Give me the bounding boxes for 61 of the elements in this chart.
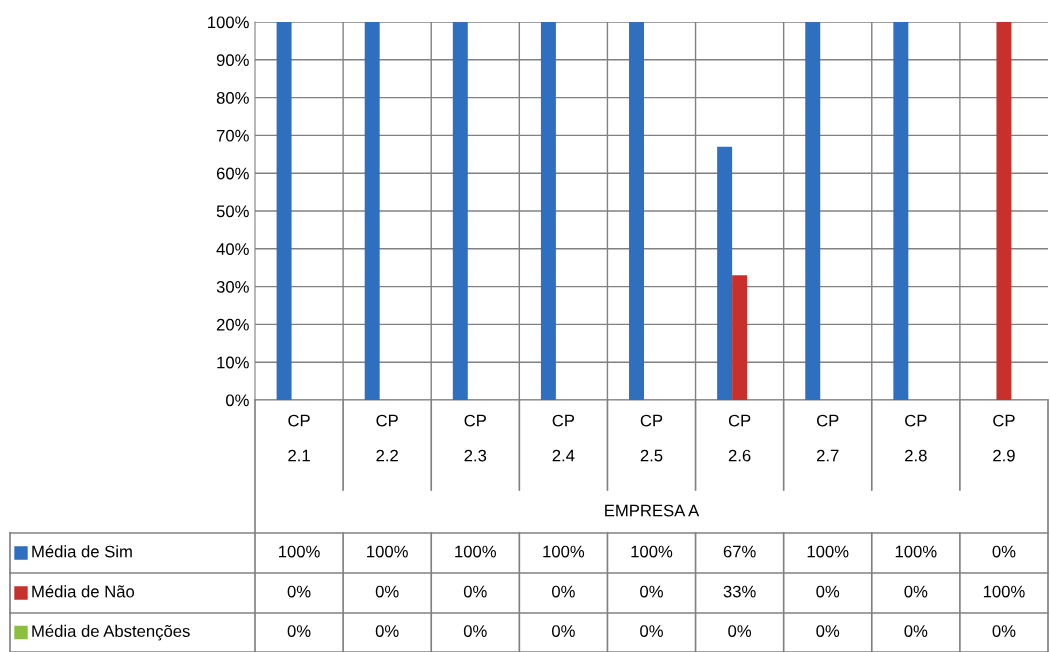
bar <box>893 22 909 400</box>
data-label: 0% <box>463 585 487 598</box>
data-label: 0% <box>904 585 928 598</box>
y-tick-label: 50% <box>216 205 249 218</box>
data-label: 0% <box>992 625 1016 637</box>
data-label: 0% <box>463 625 487 637</box>
category-label: CP 2.7 <box>816 414 839 462</box>
data-label: 0% <box>728 625 752 637</box>
category-label: CP 2.9 <box>993 414 1015 462</box>
data-label: 33% <box>723 585 756 598</box>
data-label: 0% <box>640 625 663 637</box>
bar <box>629 22 645 400</box>
y-tick-label: 60% <box>216 167 249 180</box>
data-label: 0% <box>287 585 311 598</box>
bar <box>364 22 380 400</box>
category-label: CP 2.5 <box>640 414 663 462</box>
data-label: 100% <box>631 545 673 558</box>
category-label: CP 2.8 <box>905 414 927 462</box>
data-label: 100% <box>807 545 849 558</box>
category-label: CP 2.1 <box>288 414 310 462</box>
text: EMPRESA A <box>605 504 700 517</box>
y-tick-label: 100% <box>208 16 249 29</box>
data-label: 100% <box>895 545 937 558</box>
category-label: CP 2.6 <box>728 414 751 462</box>
bar <box>717 146 733 400</box>
data-label: 100% <box>455 545 496 558</box>
y-tick-label: 30% <box>216 281 249 293</box>
data-label: 0% <box>992 545 1016 558</box>
bar <box>732 275 748 400</box>
legend-label: Média de Abstenções <box>32 624 190 641</box>
data-label: 0% <box>552 625 575 637</box>
bar <box>540 22 556 400</box>
data-label: 0% <box>640 585 663 598</box>
y-tick-label: 10% <box>217 356 249 369</box>
y-tick-label: 0% <box>226 394 249 407</box>
category-label: CP 2.4 <box>552 414 575 462</box>
data-label: 67% <box>723 545 756 558</box>
data-label: 100% <box>279 545 320 558</box>
legend-label: Média de Sim <box>32 545 132 558</box>
bar <box>276 22 292 400</box>
data-label: 0% <box>287 625 311 637</box>
bar <box>996 22 1012 400</box>
data-label: 100% <box>367 545 408 558</box>
bar <box>805 22 821 400</box>
bar <box>452 22 468 400</box>
data-label: 0% <box>375 585 399 598</box>
data-label: 0% <box>816 625 840 637</box>
data-label: 100% <box>983 585 1025 598</box>
y-tick-label: 40% <box>216 243 249 255</box>
category-label: CP 2.3 <box>464 414 487 462</box>
y-tick-label: 20% <box>216 318 249 331</box>
data-label: 0% <box>904 625 928 637</box>
y-tick-label: 80% <box>216 92 249 104</box>
data-label: 0% <box>816 585 840 598</box>
data-label: 100% <box>543 545 585 558</box>
category-label: CP 2.2 <box>376 414 398 462</box>
y-tick-label: 90% <box>216 54 249 66</box>
data-label: 0% <box>552 585 575 598</box>
y-tick-label: 70% <box>216 129 249 142</box>
data-label: 0% <box>375 625 399 637</box>
legend-label: Média de Não <box>32 585 135 598</box>
